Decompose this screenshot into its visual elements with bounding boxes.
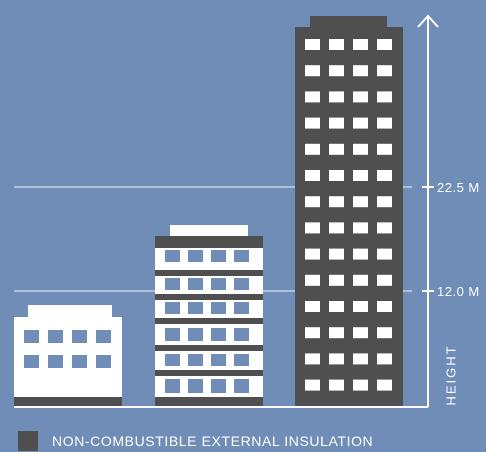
high-rise-windows [305, 39, 392, 391]
high-rise-window [377, 117, 392, 129]
mid-rise-windows [165, 250, 249, 393]
low-rise-windows [24, 330, 111, 368]
legend: NON-COMBUSTIBLE EXTERNAL INSULATION [18, 431, 373, 451]
low-rise-building [14, 305, 122, 407]
legend-swatch [18, 431, 38, 451]
high-rise-window [329, 327, 344, 339]
high-rise-window [377, 248, 392, 260]
high-rise-window [329, 379, 344, 391]
high-rise-window [305, 143, 320, 155]
high-rise-building [295, 16, 403, 407]
high-rise-window [377, 65, 392, 77]
high-rise-window [353, 196, 368, 208]
axis-label-height: HEIGHT [443, 344, 459, 406]
high-rise-window [353, 274, 368, 286]
high-rise-window [353, 170, 368, 181]
high-rise-window [377, 222, 392, 234]
high-rise-window [329, 143, 344, 155]
high-rise-window [329, 196, 344, 208]
high-rise-window [329, 301, 344, 312]
high-rise-window [305, 65, 320, 77]
mid-rise-floor-bands [155, 270, 263, 407]
high-rise-window [377, 39, 392, 50]
high-rise-window [353, 379, 368, 391]
high-rise-window [305, 301, 320, 312]
high-rise-window [329, 353, 344, 365]
high-rise-window [377, 379, 392, 391]
high-rise-window [329, 117, 344, 129]
threshold-label-22-5m: 22.5 M [437, 180, 480, 195]
high-rise-window [377, 170, 392, 181]
high-rise-window [377, 301, 392, 312]
high-rise-window [377, 274, 392, 286]
high-rise-window [329, 65, 344, 77]
high-rise-window [353, 117, 368, 129]
high-rise-window [305, 117, 320, 129]
high-rise-window [353, 143, 368, 155]
high-rise-window [329, 222, 344, 234]
high-rise-window [353, 248, 368, 260]
high-rise-window [353, 301, 368, 312]
high-rise-window [353, 327, 368, 339]
high-rise-window [329, 91, 344, 103]
high-rise-window [305, 222, 320, 234]
high-rise-window [305, 39, 320, 50]
high-rise-window [377, 353, 392, 365]
high-rise-window [305, 327, 320, 339]
high-rise-window [305, 91, 320, 103]
high-rise-window [329, 248, 344, 260]
legend-label: NON-COMBUSTIBLE EXTERNAL INSULATION [52, 433, 374, 449]
high-rise-window [377, 327, 392, 339]
low-rise-base-windows [24, 380, 111, 397]
threshold-label-12m: 12.0 M [437, 284, 480, 299]
high-rise-window [305, 170, 320, 181]
high-rise-window [377, 196, 392, 208]
high-rise-window [305, 353, 320, 365]
high-rise-window [353, 91, 368, 103]
axis-arrow-icon [417, 14, 439, 28]
high-rise-window [377, 91, 392, 103]
high-rise-window [305, 379, 320, 391]
high-rise-window [353, 39, 368, 50]
high-rise-window [329, 274, 344, 286]
high-rise-window [329, 39, 344, 50]
height-axis [417, 14, 439, 407]
high-rise-window [353, 222, 368, 234]
high-rise-window [305, 196, 320, 208]
mid-rise-building [155, 225, 263, 407]
high-rise-window [353, 65, 368, 77]
high-rise-window [377, 143, 392, 155]
high-rise-window [305, 274, 320, 286]
high-rise-window [305, 248, 320, 260]
high-rise-window [353, 353, 368, 365]
high-rise-window [329, 170, 344, 181]
